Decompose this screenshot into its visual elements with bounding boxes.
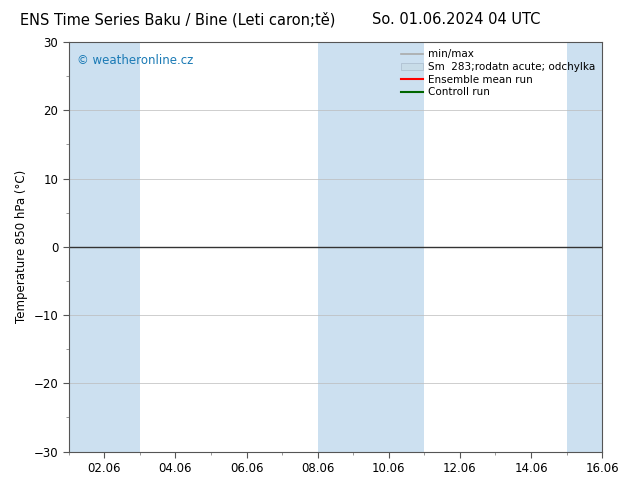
Text: © weatheronline.cz: © weatheronline.cz xyxy=(77,54,193,67)
Bar xyxy=(567,42,602,452)
Bar xyxy=(68,42,140,452)
Bar xyxy=(318,42,424,452)
Text: ENS Time Series Baku / Bine (Leti caron;tě): ENS Time Series Baku / Bine (Leti caron;… xyxy=(20,12,335,28)
Text: So. 01.06.2024 04 UTC: So. 01.06.2024 04 UTC xyxy=(372,12,541,27)
Legend: min/max, Sm  283;rodatn acute; odchylka, Ensemble mean run, Controll run: min/max, Sm 283;rodatn acute; odchylka, … xyxy=(399,47,597,99)
Y-axis label: Temperature 850 hPa (°C): Temperature 850 hPa (°C) xyxy=(15,170,28,323)
